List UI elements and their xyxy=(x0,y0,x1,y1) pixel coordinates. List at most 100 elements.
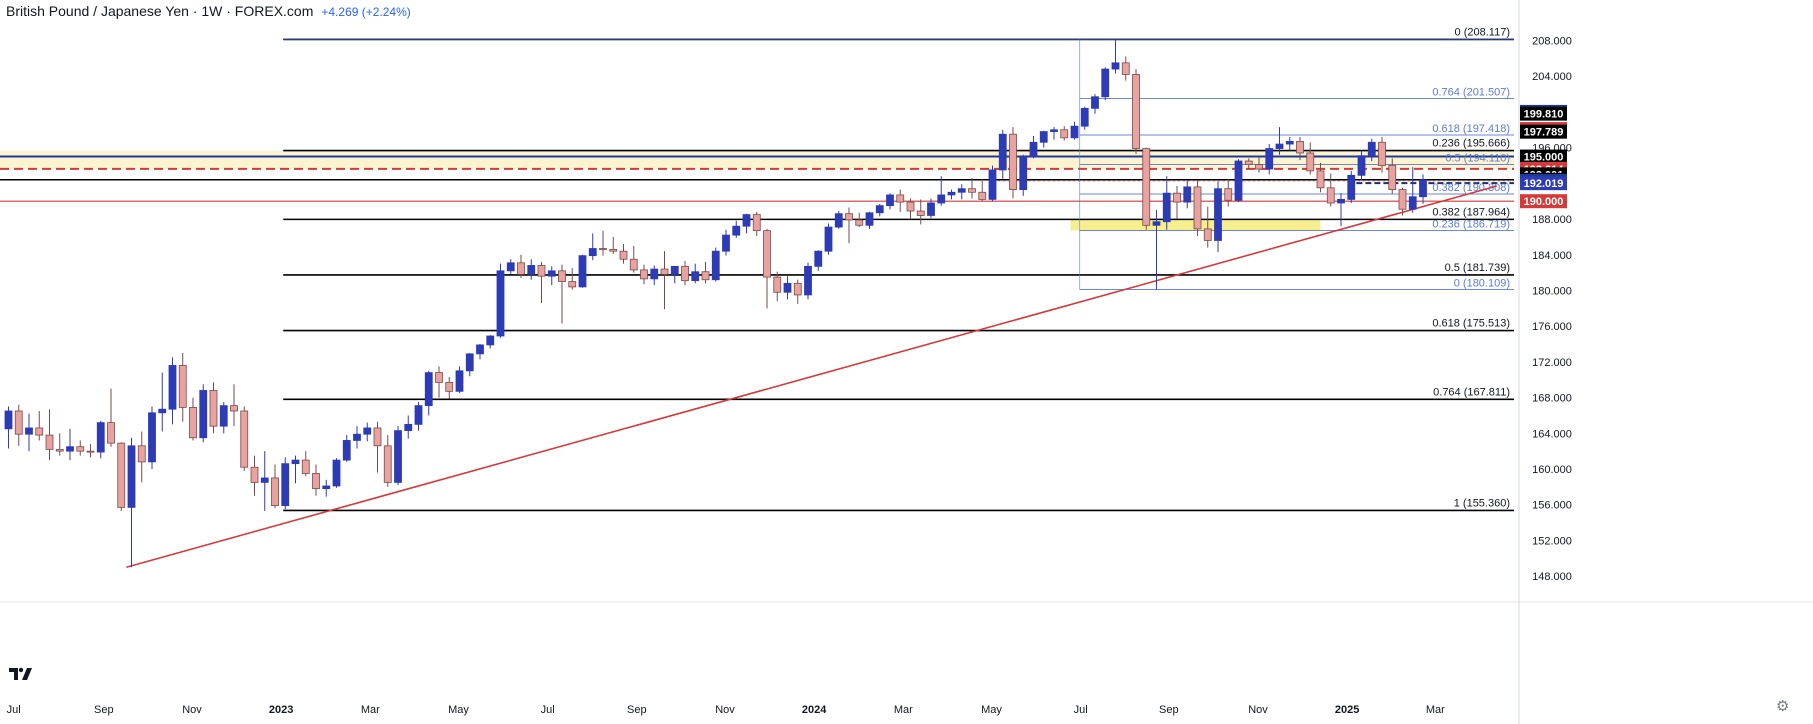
candle xyxy=(988,165,997,202)
tradingview-logo-icon[interactable] xyxy=(8,665,34,685)
candle-body xyxy=(711,250,720,281)
candle-body xyxy=(1121,62,1130,75)
candle xyxy=(660,251,669,310)
candle xyxy=(629,245,638,273)
y-tick-label-1: 152.000 xyxy=(1532,535,1572,547)
candle-body xyxy=(1080,107,1089,127)
candle xyxy=(650,265,659,286)
price-tag-10: 190.000 xyxy=(1520,194,1567,209)
candle-body xyxy=(1183,186,1192,203)
candle xyxy=(937,176,946,206)
candle xyxy=(332,458,341,488)
symbol-title[interactable]: British Pound / Japanese Yen · 1W · FORE… xyxy=(6,3,314,19)
candle xyxy=(137,431,146,483)
candle xyxy=(1378,136,1386,173)
candle-body xyxy=(1398,189,1407,210)
candle-body xyxy=(4,410,13,430)
candle-body xyxy=(1173,192,1181,203)
candle-body xyxy=(875,205,884,214)
candle-body xyxy=(137,445,146,463)
candle xyxy=(1367,138,1376,162)
candle-body xyxy=(783,282,792,293)
candle xyxy=(1173,186,1181,220)
candle-body xyxy=(25,427,33,435)
candle-body xyxy=(1316,170,1325,189)
candle-body xyxy=(476,344,484,355)
candle-body xyxy=(527,265,536,275)
candle xyxy=(1121,56,1130,81)
candle xyxy=(158,372,167,432)
candle xyxy=(1193,180,1202,237)
candle-body xyxy=(517,262,525,275)
candle-body xyxy=(199,390,208,439)
candle xyxy=(783,276,792,300)
candle-body xyxy=(1091,96,1099,109)
candle-body xyxy=(1070,125,1079,139)
candle xyxy=(1234,159,1243,203)
candle xyxy=(609,236,618,254)
candle-body xyxy=(558,270,566,282)
candle-body xyxy=(1419,179,1427,198)
x-tick-label-8: Nov xyxy=(715,704,735,716)
candle xyxy=(178,352,187,422)
candle-body xyxy=(107,422,115,444)
y-tick-label-10: 188.000 xyxy=(1532,214,1572,226)
candle xyxy=(855,212,864,228)
candle xyxy=(1285,136,1294,152)
y-tick-label-7: 176.000 xyxy=(1532,321,1572,333)
candle-body xyxy=(1265,148,1274,170)
price-tag-text: 195.000 xyxy=(1524,152,1564,164)
candle-body xyxy=(465,353,474,372)
x-tick-label-5: May xyxy=(448,704,469,716)
candle-body xyxy=(1152,221,1161,226)
candle xyxy=(1070,121,1079,140)
candle-body xyxy=(1101,68,1110,98)
y-tick-label-15: 208.000 xyxy=(1532,35,1572,47)
candle xyxy=(219,402,228,434)
candle-body xyxy=(1244,160,1253,165)
candle-body xyxy=(547,270,556,277)
settings-gear-icon[interactable]: ⚙ xyxy=(1776,698,1790,715)
chart-header: British Pound / Japanese Yen · 1W · FORE… xyxy=(6,3,411,19)
candle-body xyxy=(332,459,341,487)
candle xyxy=(76,440,85,456)
candle-body xyxy=(455,370,464,392)
candle-body xyxy=(988,169,997,200)
candle-body xyxy=(1009,133,1017,190)
candle xyxy=(599,230,607,256)
candle-body xyxy=(291,459,300,465)
candle-body xyxy=(1111,62,1120,70)
candle xyxy=(363,422,372,442)
candle-body xyxy=(1019,156,1028,190)
candle-body xyxy=(342,440,351,461)
candle xyxy=(681,261,689,286)
x-tick-label-14: Nov xyxy=(1248,704,1268,716)
candle xyxy=(793,279,802,304)
candle-body xyxy=(906,201,915,212)
candle xyxy=(271,464,279,509)
candle-body xyxy=(793,282,802,296)
candle xyxy=(1419,174,1427,204)
candle xyxy=(558,264,566,324)
candle xyxy=(496,263,505,338)
fib-black-label-3: 0.5 (181.739) xyxy=(1445,262,1510,274)
candle-body xyxy=(865,212,874,226)
price-tag-9: 192.019 xyxy=(1520,176,1567,191)
candle-body xyxy=(752,214,761,232)
candle-body xyxy=(168,365,177,410)
candle xyxy=(670,265,679,284)
candle xyxy=(1101,67,1110,101)
candle xyxy=(578,254,587,288)
candle-body xyxy=(927,202,935,216)
candle xyxy=(773,271,782,302)
candle-body xyxy=(373,427,382,447)
candle xyxy=(906,198,915,220)
candle-body xyxy=(1275,143,1284,149)
candle-body xyxy=(1214,188,1222,241)
candle-body xyxy=(117,442,126,508)
candle xyxy=(117,442,126,511)
candle xyxy=(424,370,433,416)
candle xyxy=(1357,150,1366,181)
